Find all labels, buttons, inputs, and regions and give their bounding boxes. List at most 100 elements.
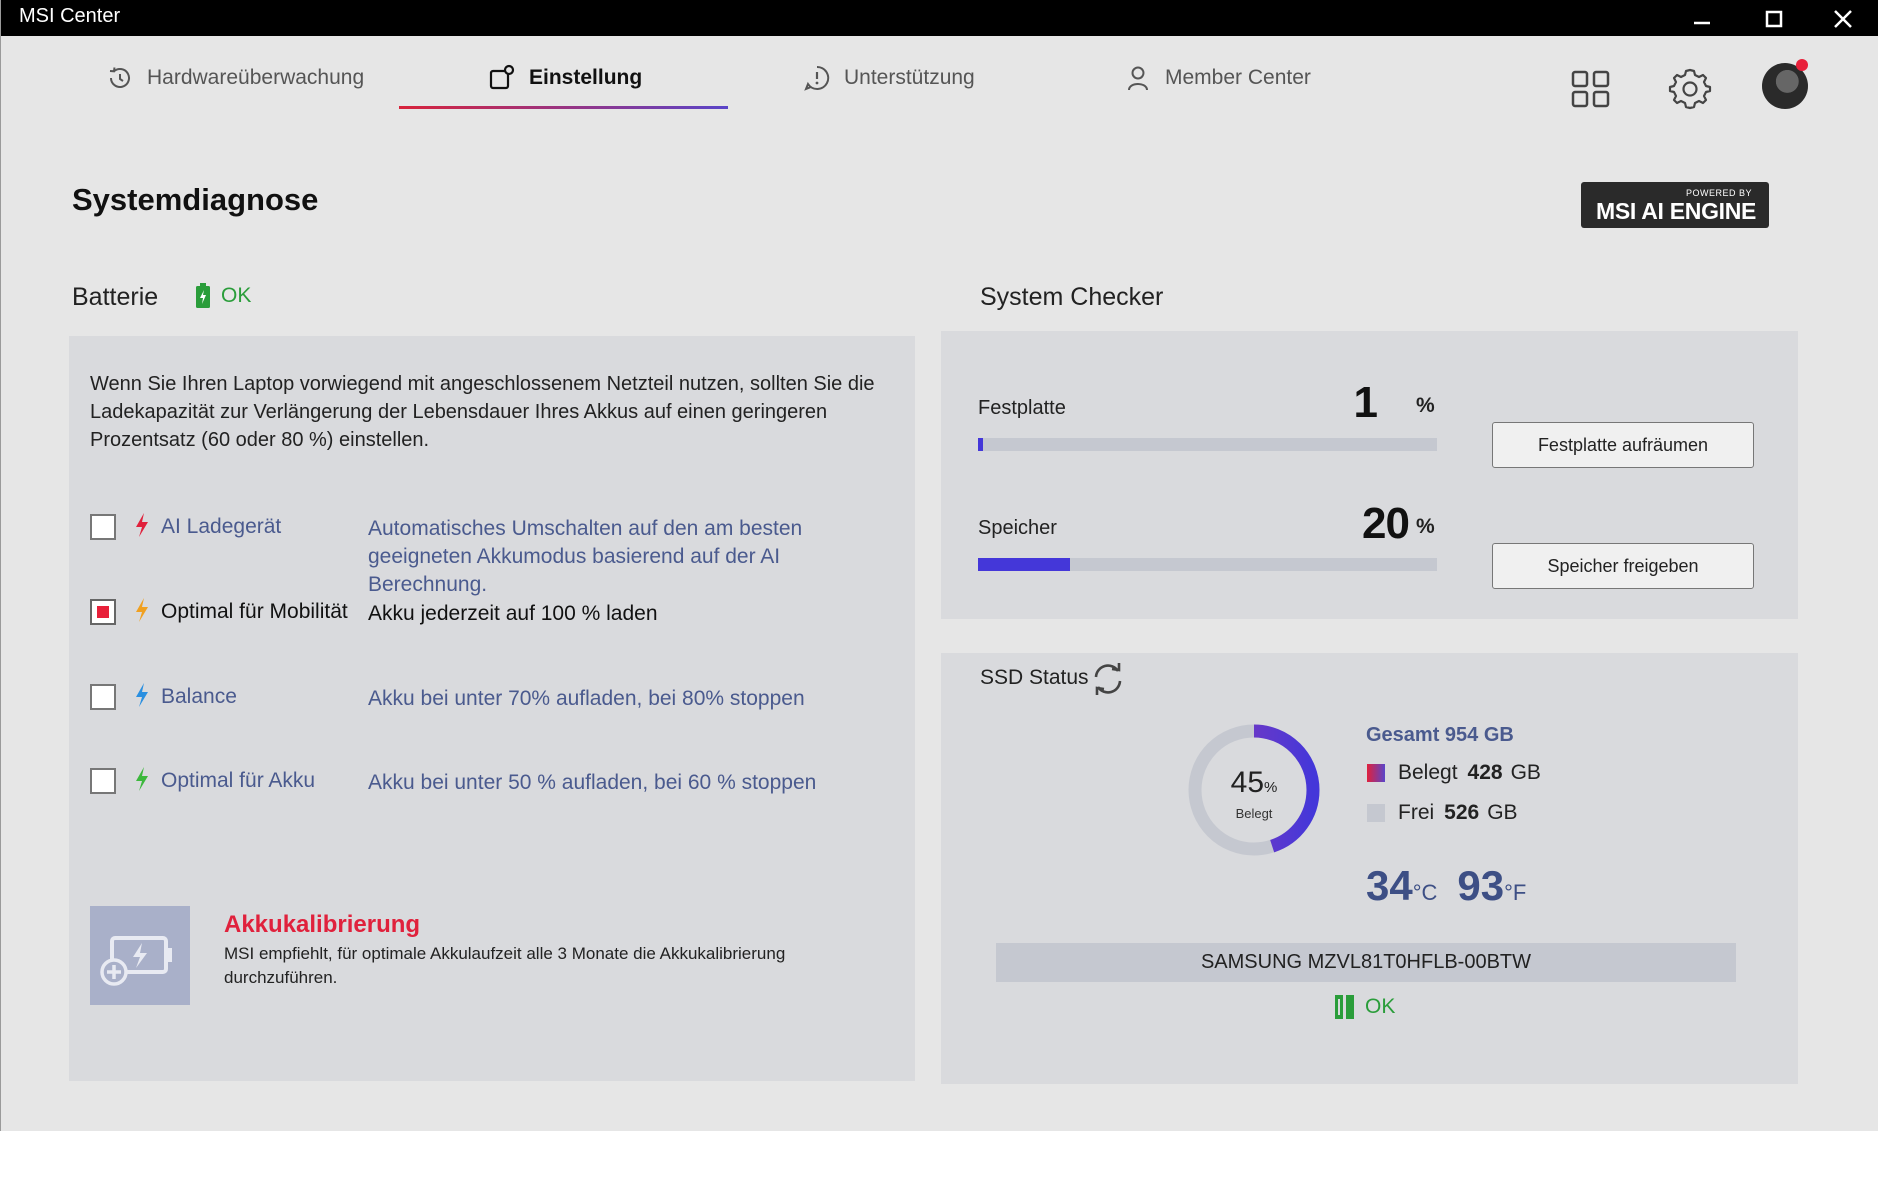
disk-value: 1: [1353, 378, 1378, 427]
ssd-total: Gesamt 954 GB: [1366, 724, 1514, 746]
option-checkbox[interactable]: [90, 684, 116, 710]
ssd-used-legend: Belegt 428 GB: [1367, 761, 1541, 785]
active-tab-indicator: [399, 106, 728, 109]
option-name: Optimal für Akku: [161, 769, 316, 792]
memory-usage-bar: [978, 558, 1437, 571]
memory-value: 20: [1362, 499, 1410, 548]
option-name: Balance: [161, 685, 237, 708]
calibration-title[interactable]: Akkukalibrierung: [224, 911, 421, 938]
msi-ai-engine-logo: POWERED BY MSI AI ENGINE: [1581, 182, 1769, 228]
clean-disk-button[interactable]: Festplatte aufräumen: [1492, 422, 1754, 468]
used-value: 428: [1467, 761, 1503, 784]
battery-option-ai-charger[interactable]: AI Ladegerät Automatisches Umschalten au…: [90, 512, 920, 596]
disk-unit: %: [1416, 394, 1435, 417]
ssd-free-legend: Frei 526 GB: [1367, 801, 1518, 825]
gear-icon: [1668, 68, 1712, 110]
battery-status-text: OK: [221, 284, 252, 307]
battery-option-battery-optimal[interactable]: Optimal für Akku Akku bei unter 50 % auf…: [90, 766, 920, 802]
ssd-status: OK: [1335, 995, 1395, 1019]
battery-panel: [69, 336, 915, 1081]
battery-icon: [196, 283, 210, 308]
free-value: 526: [1444, 801, 1480, 824]
battery-option-mobility[interactable]: Optimal für Mobilität Akku jederzeit auf…: [90, 597, 920, 633]
free-swatch: [1367, 804, 1385, 822]
badge-powered-by: POWERED BY: [1685, 188, 1752, 198]
free-label: Frei: [1398, 801, 1435, 824]
user-icon: [1128, 66, 1148, 91]
tab-label: Unterstützung: [844, 66, 975, 89]
app-window: MSI Center Hardwareüberwachung Einstell: [0, 0, 1878, 1131]
temp-celsius: 34: [1366, 862, 1413, 909]
maximize-icon: [1765, 10, 1783, 28]
free-unit: GB: [1487, 801, 1518, 824]
battery-calibration-button[interactable]: [90, 906, 190, 1005]
title-bar: MSI Center: [1, 0, 1878, 36]
top-nav: Hardwareüberwachung Einstellung Unterstü…: [1, 36, 1878, 116]
lightning-icon: [136, 513, 148, 537]
notification-dot: [1796, 59, 1808, 71]
ssd-usage-donut: [1188, 724, 1320, 856]
ssd-used-percent: 45%: [1184, 766, 1324, 800]
battery-plus-icon: [100, 936, 172, 986]
ssd-status-text: OK: [1365, 995, 1396, 1018]
lightning-icon: [136, 598, 148, 622]
option-name: Optimal für Mobilität: [161, 600, 348, 623]
used-unit: GB: [1510, 761, 1541, 784]
free-memory-button[interactable]: Speicher freigeben: [1492, 543, 1754, 589]
gauge-icon: [109, 67, 130, 88]
tab-support[interactable]: Unterstützung: [802, 58, 975, 98]
memory-unit: %: [1416, 515, 1435, 538]
memory-label: Speicher: [978, 517, 1057, 539]
lightning-icon: [136, 683, 148, 707]
battery-title: Batterie: [72, 283, 159, 311]
close-button[interactable]: [1807, 0, 1878, 36]
grid-icon: [1571, 70, 1610, 108]
used-label: Belegt: [1398, 761, 1458, 784]
tab-settings[interactable]: Einstellung: [487, 58, 642, 98]
disk-label: Festplatte: [978, 397, 1066, 419]
lightning-icon: [136, 767, 148, 791]
apps-grid-button[interactable]: [1567, 64, 1615, 112]
memory-usage-fill: [978, 558, 1070, 571]
calibration-text: MSI empfiehlt, für optimale Akkulaufzeit…: [224, 944, 786, 987]
ssd-used-percent-value: 45: [1230, 766, 1265, 799]
option-description: Automatisches Umschalten auf den am best…: [368, 517, 803, 596]
tab-label: Hardwareüberwachung: [147, 66, 365, 89]
tab-member-center[interactable]: Member Center: [1123, 58, 1311, 98]
minimize-icon: [1694, 21, 1710, 25]
disk-usage-fill: [978, 438, 983, 451]
ssd-health-icon: [1335, 995, 1354, 1019]
ssd-percent-sign: %: [1264, 779, 1278, 796]
ssd-model: SAMSUNG MZVL81T0HFLB-00BTW: [996, 943, 1736, 982]
ssd-title: SSD Status: [980, 666, 1089, 689]
ssd-used-caption: Belegt: [1235, 806, 1273, 821]
page-title: Systemdiagnose: [72, 182, 319, 217]
ssd-panel: [941, 653, 1798, 1084]
ssd-temperature: 34°C 93°F: [1366, 862, 1546, 910]
battery-option-balance[interactable]: Balance Akku bei unter 70% aufladen, bei…: [90, 682, 920, 718]
badge-name: MSI AI ENGINE: [1596, 198, 1757, 224]
option-checkbox[interactable]: [90, 514, 116, 540]
tab-hardware-monitoring[interactable]: Hardwareüberwachung: [105, 58, 364, 98]
used-swatch: [1367, 764, 1385, 782]
option-checkbox[interactable]: [90, 768, 116, 794]
option-description: Akku jederzeit auf 100 % laden: [368, 602, 658, 625]
option-description: Akku bei unter 50 % aufladen, bei 60 % s…: [368, 771, 817, 794]
close-icon: [1834, 10, 1852, 28]
refresh-icon[interactable]: [1090, 661, 1126, 697]
settings-button[interactable]: [1666, 64, 1714, 112]
minimize-button[interactable]: [1666, 0, 1738, 36]
support-icon: [804, 65, 830, 91]
maximize-button[interactable]: [1738, 0, 1810, 36]
temp-fahrenheit: 93: [1457, 862, 1505, 909]
tab-label: Member Center: [1165, 66, 1311, 89]
option-description: Akku bei unter 70% aufladen, bei 80% sto…: [368, 687, 805, 710]
settings-tab-icon: [489, 64, 515, 90]
system-checker-title: System Checker: [980, 283, 1164, 311]
window-title: MSI Center: [19, 5, 121, 27]
option-name: AI Ladegerät: [161, 515, 282, 538]
temp-celsius-unit: °C: [1412, 880, 1438, 905]
tab-label: Einstellung: [529, 66, 643, 89]
disk-usage-bar: [978, 438, 1437, 451]
option-checkbox[interactable]: [90, 599, 116, 625]
